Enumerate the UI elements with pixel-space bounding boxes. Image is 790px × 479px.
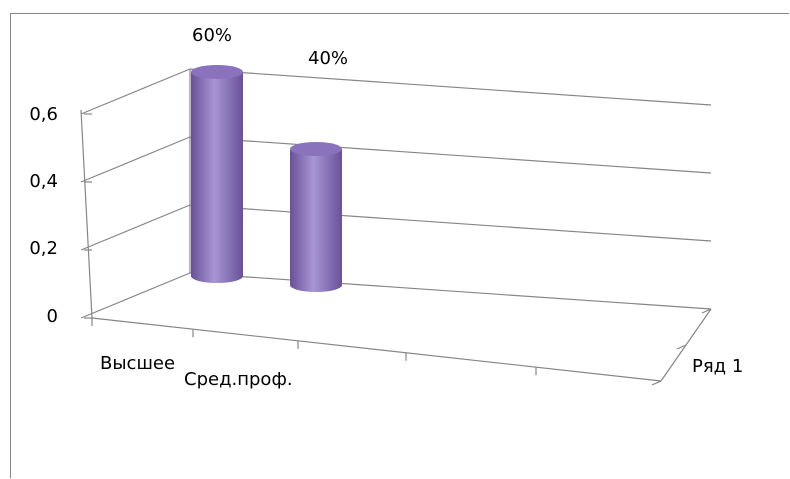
y-tick-label: 0,6 [29,104,58,125]
gridline [81,273,190,318]
gridline [190,69,711,105]
y-tick-label: 0 [47,306,58,327]
y-tick-label: 0,4 [29,171,58,192]
gridline [81,205,190,250]
x-tick-label: Высшее [100,353,175,374]
axes [81,69,711,385]
gridline [190,137,711,173]
bar-top [290,142,342,156]
gridline [190,205,711,241]
floor-back-edge [190,273,711,309]
bars [191,65,342,292]
gridline [81,137,190,182]
bar [191,65,243,283]
y-axis-line [81,110,92,318]
y-tick-labels: 0 0,2 0,4 0,6 [29,104,58,327]
x-axis-line [92,318,661,381]
bar-top [191,65,243,79]
bar [290,142,342,292]
depth-tick [652,381,661,385]
gridline [81,69,190,114]
x-tick-label: Сред.проф. [184,369,293,390]
series-axis-label: Ряд 1 [692,356,743,377]
gridlines [81,69,711,318]
y-tick-label: 0,2 [29,238,58,259]
bar-body [290,149,342,292]
data-label: 60% [192,25,232,46]
bar-body [191,72,243,283]
data-label: 40% [308,48,348,69]
